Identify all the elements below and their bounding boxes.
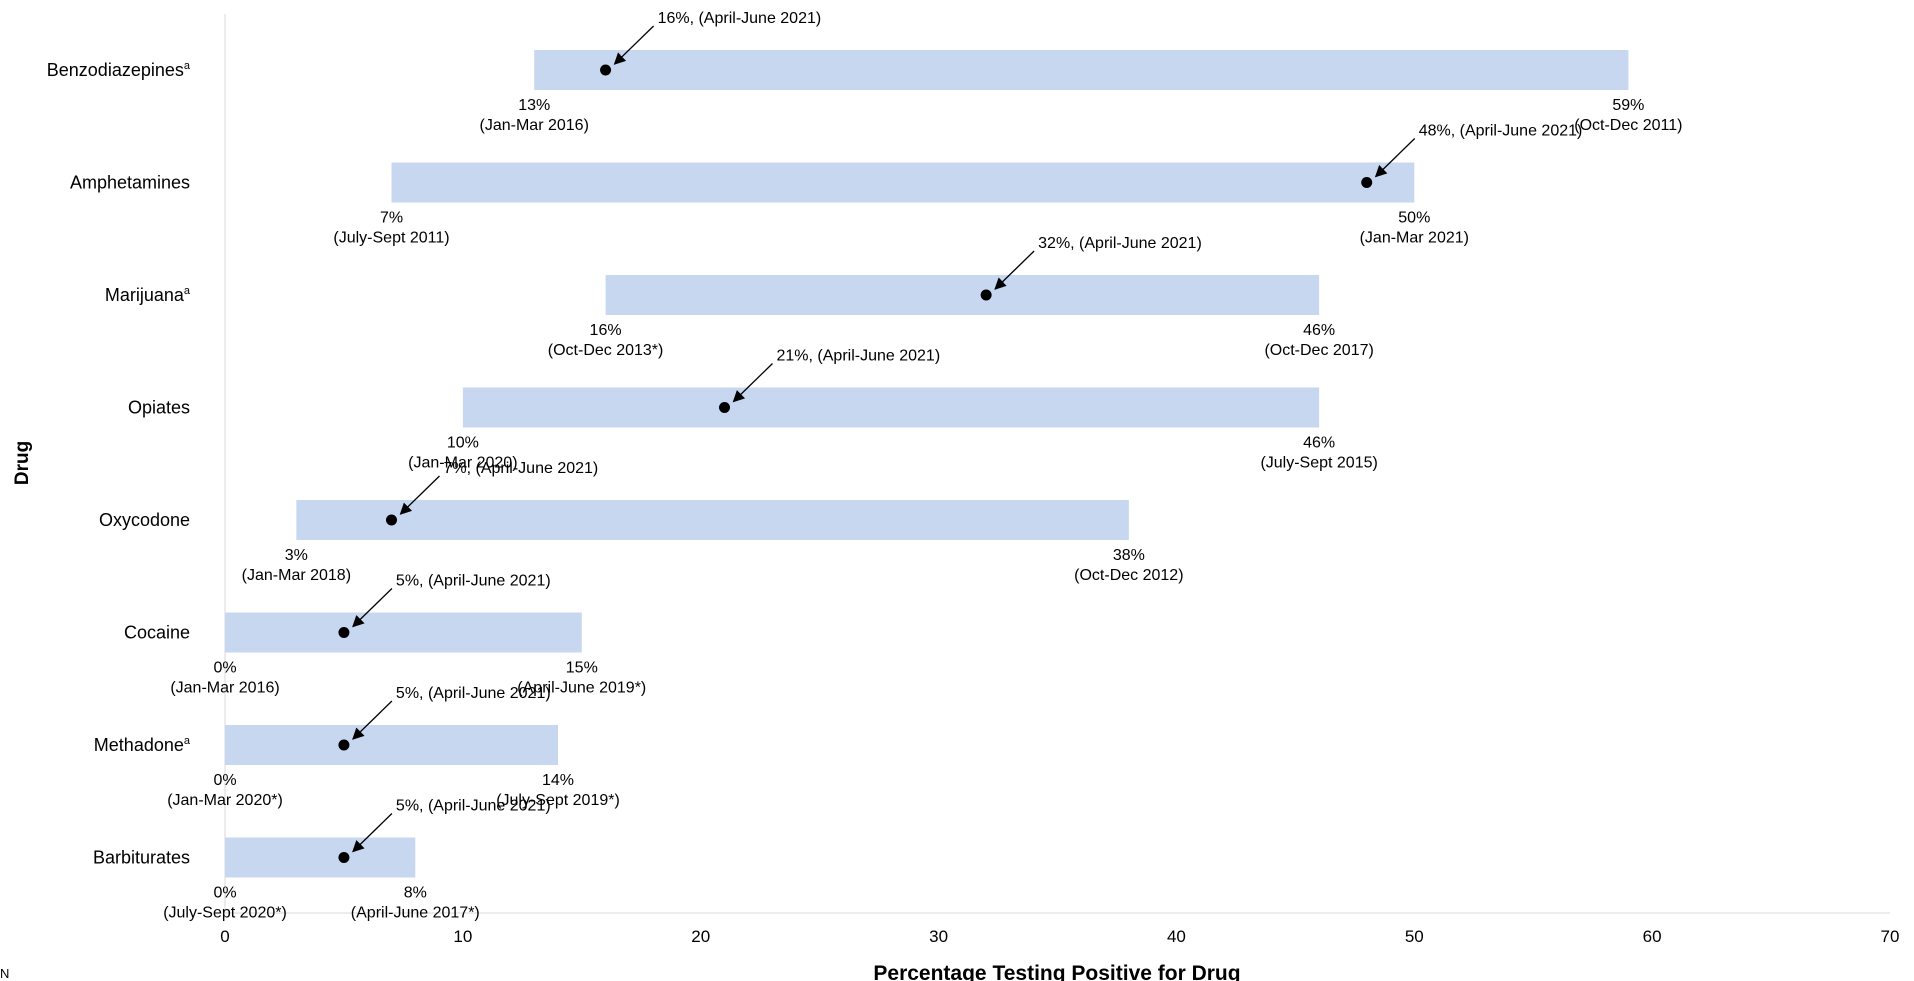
min-period-label: (July-Sept 2011) xyxy=(333,230,449,247)
range-bar xyxy=(225,725,558,765)
max-value-label: 8% xyxy=(404,885,427,902)
x-tick-label: 20 xyxy=(691,927,710,946)
current-arrow xyxy=(399,475,440,515)
max-period-label: (Oct-Dec 2011) xyxy=(1574,117,1682,134)
current-arrow xyxy=(613,25,655,65)
current-arrow xyxy=(352,813,393,853)
chart-row: Oxycodone 7%, (April-June 2021) 3% (Jan-Mar… xyxy=(99,460,1184,584)
chart-row: Amphetamines 48%, (April-June 2021) 7% (Jul… xyxy=(70,123,1582,247)
max-period-label: (Oct-Dec 2017) xyxy=(1264,342,1373,359)
chart-row: Barbiturates 5%, (April-June 2021) 0% (July… xyxy=(93,798,551,922)
current-point xyxy=(600,64,612,76)
max-value-label: 50% xyxy=(1398,210,1430,227)
range-bar xyxy=(225,612,582,653)
footnote: N xyxy=(0,966,10,981)
chart-rows: Benzodiazepinesa 16%, (April-June 2021) 13… xyxy=(47,10,1683,922)
min-period-label: (Oct-Dec 2013*) xyxy=(548,342,664,359)
x-tick-label: 50 xyxy=(1405,927,1424,946)
max-value-label: 38% xyxy=(1113,547,1145,564)
category-label: Oxycodone xyxy=(99,510,190,530)
current-point xyxy=(386,514,397,526)
current-value-label: 32%, (April-June 2021) xyxy=(1038,235,1202,252)
min-value-label: 0% xyxy=(213,772,236,789)
current-value-label: 5%, (April-June 2021) xyxy=(396,573,551,590)
max-value-label: 15% xyxy=(566,660,598,677)
max-period-label: (July-Sept 2015) xyxy=(1260,455,1377,472)
min-period-label: (July-Sept 2020*) xyxy=(163,905,287,922)
current-arrow xyxy=(352,700,393,740)
x-tick-label: 70 xyxy=(1881,927,1900,946)
range-bar xyxy=(605,275,1320,315)
y-axis-title: Drug xyxy=(12,441,33,485)
current-point xyxy=(719,402,730,413)
min-value-label: 16% xyxy=(590,322,622,339)
range-bar xyxy=(462,387,1320,428)
chart-row: Methadonea 5%, (April-June 2021) 0% (Jan-Ma… xyxy=(94,685,620,809)
max-period-label: (April-June 2017*) xyxy=(351,905,480,922)
max-period-label: (April-June 2019*) xyxy=(517,680,646,697)
x-tick-label: 0 xyxy=(220,927,229,946)
current-arrow xyxy=(352,588,393,628)
range-bar xyxy=(225,837,416,878)
current-value-label: 48%, (April-June 2021) xyxy=(1419,123,1583,140)
min-period-label: (Jan-Mar 2020*) xyxy=(167,792,283,809)
range-bar xyxy=(534,50,1629,90)
category-label: Cocaine xyxy=(124,623,190,643)
max-value-label: 14% xyxy=(542,772,574,789)
current-arrow xyxy=(732,363,773,403)
max-value-label: 46% xyxy=(1303,435,1335,452)
max-value-label: 46% xyxy=(1303,322,1335,339)
category-label: Marijuanaa xyxy=(105,285,191,305)
x-tick-label: 40 xyxy=(1167,927,1186,946)
min-period-label: (Jan-Mar 2018) xyxy=(242,567,351,584)
min-period-label: (Jan-Mar 2016) xyxy=(480,117,589,134)
x-tick-label: 10 xyxy=(453,927,472,946)
x-tick-label: 30 xyxy=(929,927,948,946)
min-period-label: (Jan-Mar 2020) xyxy=(408,455,517,472)
min-value-label: 3% xyxy=(285,547,308,564)
min-value-label: 7% xyxy=(380,210,403,227)
chart-row: Benzodiazepinesa 16%, (April-June 2021) 13… xyxy=(47,10,1683,134)
current-value-label: 5%, (April-June 2021) xyxy=(396,685,551,702)
max-period-label: (Oct-Dec 2012) xyxy=(1074,567,1183,584)
category-label: Barbiturates xyxy=(93,848,190,868)
category-label: Amphetamines xyxy=(70,173,190,193)
current-point xyxy=(338,739,350,751)
current-point xyxy=(1361,177,1373,188)
range-bar xyxy=(391,162,1415,203)
min-value-label: 0% xyxy=(213,660,236,677)
min-value-label: 0% xyxy=(213,885,236,902)
range-bar xyxy=(296,500,1129,540)
x-tick-label: 60 xyxy=(1643,927,1662,946)
category-label: Benzodiazepinesa xyxy=(47,60,191,80)
current-value-label: 21%, (April-June 2021) xyxy=(777,348,941,365)
current-point xyxy=(980,289,992,301)
x-tick-labels: 0 10 20 30 40 50 60 70 xyxy=(220,927,1899,946)
current-value-label: 7%, (April-June 2021) xyxy=(444,460,599,477)
chart-row: Cocaine 5%, (April-June 2021) 0% (Jan-Mar 2… xyxy=(124,573,646,697)
x-axis-title: Percentage Testing Positive for Drug xyxy=(873,962,1240,981)
category-label: Methadonea xyxy=(94,735,191,755)
chart-row: Opiates 21%, (April-June 2021) 10% (Jan-Mar… xyxy=(128,348,1378,472)
current-point xyxy=(338,627,350,638)
current-arrow xyxy=(994,250,1035,290)
min-value-label: 13% xyxy=(518,97,550,114)
current-value-label: 5%, (April-June 2021) xyxy=(396,798,551,815)
current-value-label: 16%, (April-June 2021) xyxy=(658,10,822,27)
max-period-label: (Jan-Mar 2021) xyxy=(1360,230,1469,247)
max-period-label: (July-Sept 2019*) xyxy=(496,792,620,809)
max-value-label: 59% xyxy=(1612,97,1644,114)
min-period-label: (Jan-Mar 2016) xyxy=(170,680,279,697)
chart-row: Marijuanaa 32%, (April-June 2021) 16% (Oct-… xyxy=(105,235,1374,359)
min-value-label: 10% xyxy=(447,435,479,452)
current-arrow xyxy=(1374,138,1416,178)
category-label: Opiates xyxy=(128,398,190,418)
current-point xyxy=(338,852,350,863)
